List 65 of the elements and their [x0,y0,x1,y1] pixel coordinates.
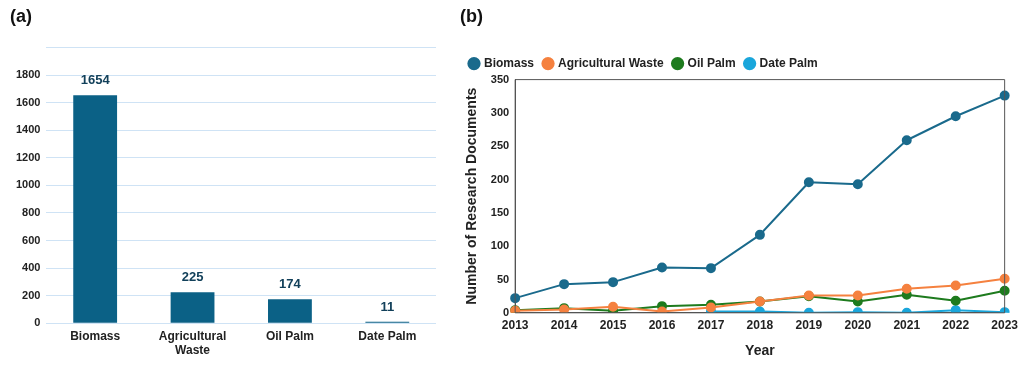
x-tick-label: 2013 [501,318,529,333]
x-tick-label: Oil Palm [265,328,314,343]
y-tick-label: 800 [22,205,41,218]
y-tick-label: 200 [22,288,41,301]
y-tick-label: 600 [22,233,41,246]
y-tick-label: 1800 [15,68,41,81]
x-tick-label: 2015 [599,318,627,333]
x-tick-label: 2021 [893,318,921,333]
data-label: 11 [380,298,395,314]
x-tick-label: 2020 [844,318,872,333]
legend-label: Biomass [484,55,535,70]
point [754,229,765,240]
y-tick-label: 150 [490,205,510,218]
point [657,262,667,273]
y-tick-label: 400 [22,261,41,274]
y-tick-label: 1400 [15,123,41,136]
x-tick-label: 2014 [550,318,578,333]
x-tick-label: 2019 [795,318,823,333]
data-label: 174 [279,276,302,292]
point [950,295,961,306]
point [901,283,912,294]
point [608,277,619,288]
x-tick-label: Agricultural Waste [158,328,227,358]
point [803,177,814,188]
point [510,293,521,304]
x-tick-label: 2017 [697,318,725,333]
x-tick-label: 2016 [648,318,676,333]
legend-label: Oil Palm [687,55,736,70]
point [705,263,716,274]
data-label: 1654 [80,72,111,88]
x-tick-label: 2018 [746,318,774,333]
point [608,301,619,312]
point [950,280,961,291]
y-tick-label: 350 [490,72,510,85]
y-tick-label: 50 [496,272,510,285]
point [559,279,570,290]
y-axis-title: Number of Research Documents [463,87,480,305]
y-tick-label: 0 [503,305,510,318]
y-tick-label: 250 [490,139,510,152]
y-tick-label: 300 [490,105,510,118]
data-label: 225 [181,269,204,285]
bar [73,95,118,323]
legend-label: Agricultural Waste [558,55,664,70]
y-tick-label: 0 [34,316,41,329]
point [657,306,667,313]
x-axis-title: Year [745,342,776,359]
point [950,305,961,313]
point [950,111,961,122]
y-tick-label: 1600 [15,95,41,108]
y-tick-label: 1200 [15,150,41,163]
y-tick-label: 1000 [15,178,41,191]
x-tick-label: Biomass [70,328,121,343]
chart-title: (a) [10,5,32,26]
point [901,135,912,146]
bar [268,299,312,323]
legend-label: Date Palm [759,55,818,70]
point [852,290,863,301]
point [852,179,863,190]
chart-title: (b) [460,5,483,26]
y-tick-label: 100 [490,239,510,252]
x-tick-label: 2023 [991,318,1019,333]
x-tick-label: 2022 [942,318,970,333]
x-tick-label: Date Palm [358,328,417,343]
y-tick-label: 200 [490,172,510,185]
bar [170,292,215,323]
